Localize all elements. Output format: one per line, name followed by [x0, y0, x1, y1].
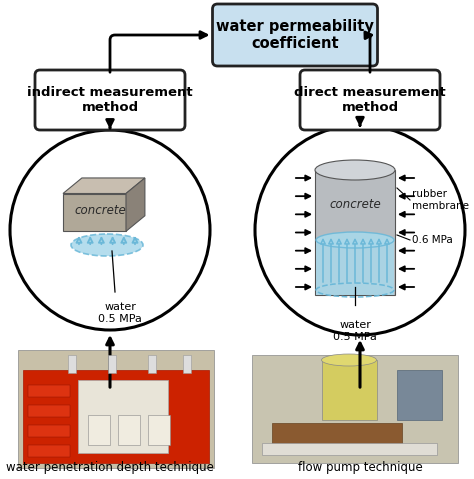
Text: water permeability
coefficient: water permeability coefficient — [216, 19, 374, 51]
Text: flow pump technique: flow pump technique — [298, 461, 422, 474]
Bar — [183, 355, 191, 373]
Bar — [28, 405, 70, 417]
Bar — [397, 370, 442, 420]
Polygon shape — [63, 194, 126, 231]
Bar — [252, 355, 458, 463]
Bar — [148, 355, 156, 373]
Bar — [316, 240, 394, 295]
Bar — [28, 385, 70, 397]
Polygon shape — [126, 178, 145, 231]
Circle shape — [255, 125, 465, 335]
Bar — [118, 415, 140, 445]
Bar — [23, 370, 209, 463]
Text: water penetration depth technique: water penetration depth technique — [6, 461, 214, 474]
Bar — [28, 425, 70, 437]
Bar — [315, 170, 395, 295]
Ellipse shape — [315, 160, 395, 180]
Circle shape — [10, 130, 210, 330]
Bar — [28, 445, 70, 457]
Text: direct measurement
method: direct measurement method — [294, 86, 446, 114]
Text: indirect measurement
method: indirect measurement method — [27, 86, 193, 114]
FancyBboxPatch shape — [212, 4, 377, 66]
FancyBboxPatch shape — [300, 70, 440, 130]
Text: water
0.5 MPa: water 0.5 MPa — [98, 302, 142, 324]
Bar — [78, 380, 168, 453]
Bar — [322, 360, 377, 420]
Bar — [68, 355, 76, 373]
Bar — [262, 443, 437, 455]
Ellipse shape — [321, 354, 376, 366]
Ellipse shape — [71, 234, 143, 256]
Text: concrete: concrete — [74, 204, 126, 217]
Text: 0.6 MPa: 0.6 MPa — [412, 235, 453, 245]
Bar — [108, 355, 116, 373]
Bar — [272, 423, 402, 445]
Bar — [148, 415, 170, 445]
Text: water
0.5 MPa: water 0.5 MPa — [333, 320, 377, 342]
FancyBboxPatch shape — [35, 70, 185, 130]
Ellipse shape — [316, 232, 394, 248]
Bar — [88, 415, 110, 445]
Polygon shape — [63, 178, 145, 194]
Bar — [18, 350, 214, 468]
Text: concrete: concrete — [329, 198, 381, 212]
Text: rubber
membrane: rubber membrane — [412, 189, 469, 211]
